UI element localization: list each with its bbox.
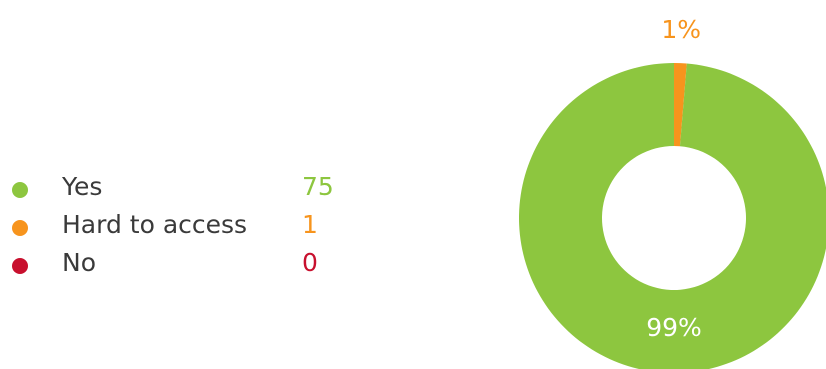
legend-value-hard-to-access: 1 <box>302 210 318 239</box>
legend-label-hard-to-access: Hard to access <box>62 210 248 239</box>
legend-marker-yes <box>12 182 28 198</box>
legend-label-yes: Yes <box>62 172 103 201</box>
legend-value-yes: 75 <box>302 172 334 201</box>
legend-marker-no <box>12 258 28 274</box>
donut-slice-hard-to-access <box>674 63 687 147</box>
legend-value-no: 0 <box>302 248 318 277</box>
legend-item-no: No 0 <box>0 246 360 284</box>
slice-label-hard-to-access: 1% <box>661 15 701 44</box>
legend-marker-hard-to-access <box>12 220 28 236</box>
legend-item-yes: Yes 75 <box>0 170 360 208</box>
legend-label-no: No <box>62 248 96 277</box>
legend-item-hard-to-access: Hard to access 1 <box>0 208 360 246</box>
chart-legend: Yes 75 Hard to access 1 No 0 <box>0 170 360 284</box>
slice-label-yes: 99% <box>646 313 702 342</box>
donut-slice-yes <box>519 63 826 369</box>
